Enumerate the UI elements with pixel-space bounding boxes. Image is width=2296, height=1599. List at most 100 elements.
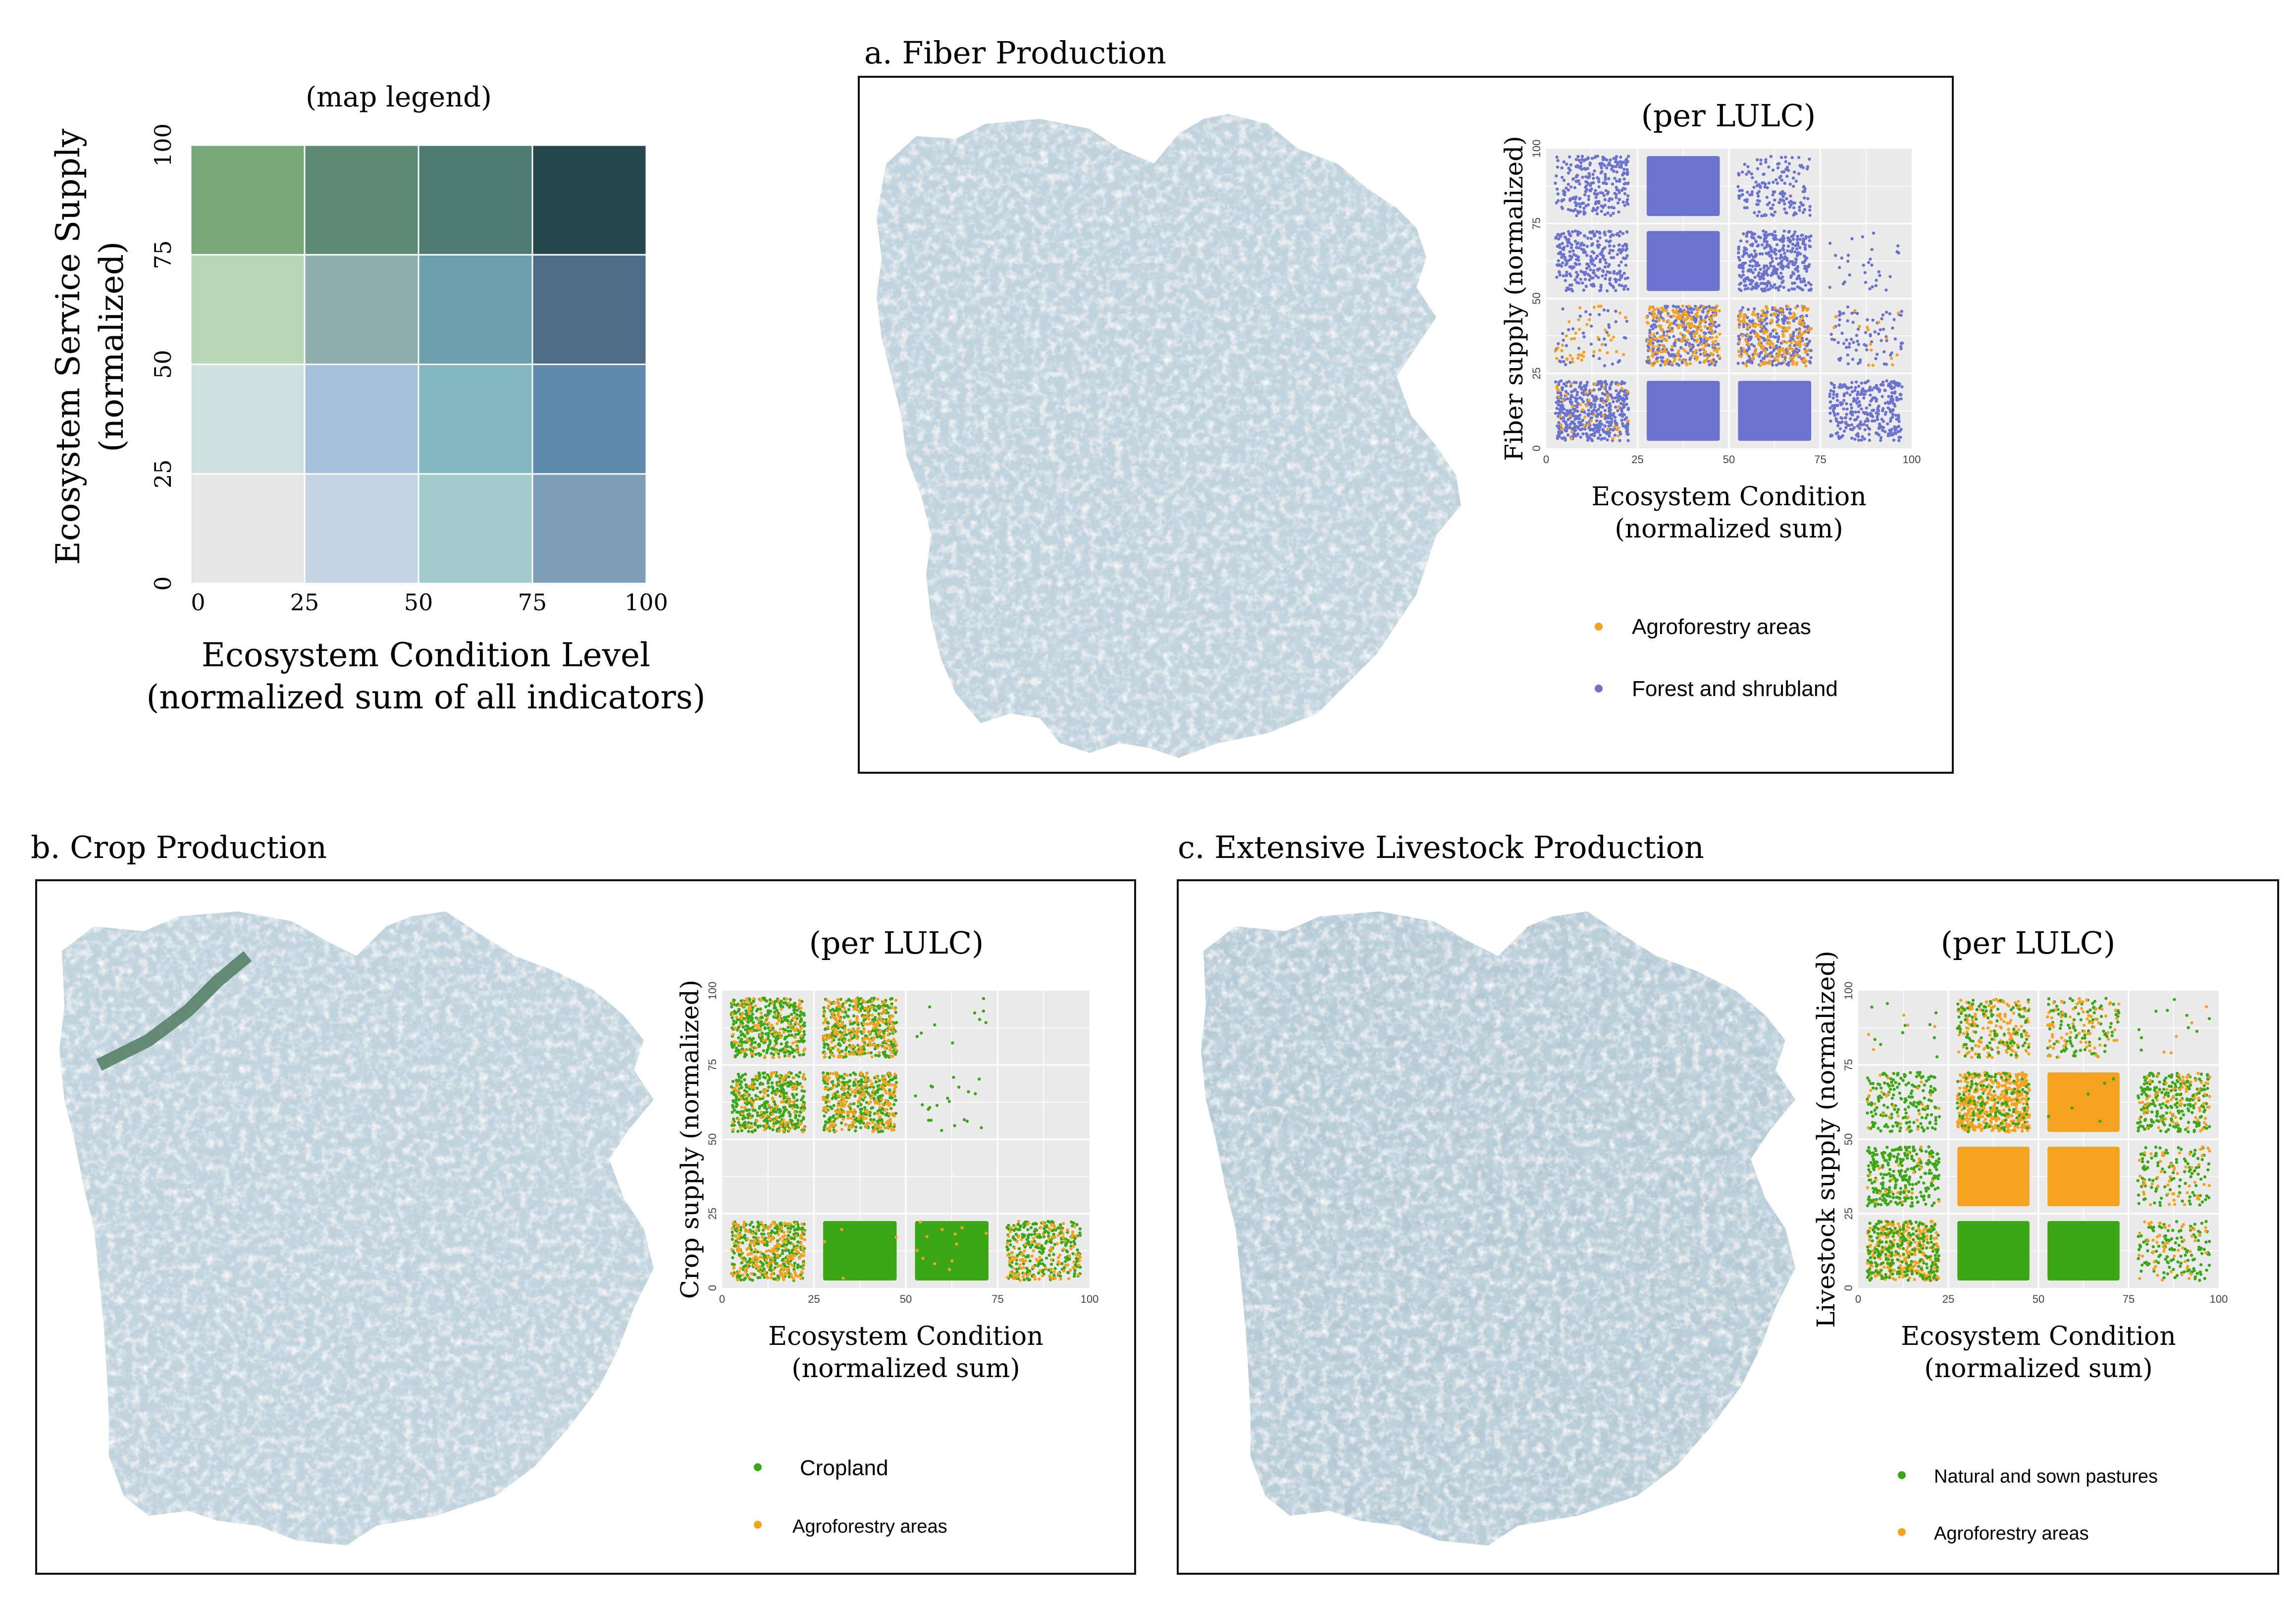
scatter-point — [1766, 186, 1769, 190]
scatter-point — [1568, 265, 1571, 268]
scatter-point — [1574, 179, 1578, 183]
scatter-point — [1589, 419, 1593, 423]
scatter-point — [1718, 332, 1722, 336]
scatter-point — [739, 1033, 743, 1037]
scatter-point — [1874, 357, 1878, 361]
scatter-point — [1598, 260, 1602, 264]
scatter-point — [759, 1053, 762, 1057]
scatter-point — [1648, 305, 1652, 309]
scatter-point — [1560, 379, 1563, 383]
scatter-point — [1789, 341, 1793, 345]
scatter-point — [1856, 397, 1859, 400]
scatter-point — [1558, 400, 1561, 404]
scatter-point — [1557, 342, 1560, 345]
scatter-point — [1828, 392, 1832, 396]
scatter-point — [788, 1100, 792, 1103]
scatter-point — [1800, 333, 1803, 336]
scatter-point — [1558, 270, 1561, 274]
scatter-point — [776, 1105, 779, 1108]
scatter-point — [777, 1082, 781, 1086]
scatter-point — [1601, 162, 1605, 166]
scatter-point — [1677, 312, 1680, 316]
scatter-point — [1667, 314, 1670, 317]
scatter-point — [1612, 335, 1616, 339]
scatter-point — [771, 1128, 775, 1131]
scatter-point — [1863, 271, 1867, 274]
scatter-point — [1745, 352, 1749, 356]
scatter-point — [1795, 328, 1798, 331]
scatter-point — [1622, 285, 1626, 288]
scatter-point — [1836, 424, 1840, 427]
scatter-point — [1855, 333, 1859, 337]
scatter-point — [1617, 189, 1620, 192]
scatter-point — [1805, 329, 1809, 332]
scatter-point — [791, 1125, 795, 1129]
scatter-point — [1797, 156, 1801, 160]
scatter-point — [1661, 343, 1665, 347]
scatter-point — [894, 1081, 898, 1084]
scatter-point — [844, 1052, 848, 1056]
scatter-point — [1780, 170, 1784, 174]
scatter-point — [1560, 410, 1564, 414]
scatter-point — [732, 1019, 735, 1023]
scatter-point — [794, 1086, 797, 1089]
scatter-point — [1757, 190, 1761, 193]
scatter-point — [1604, 416, 1608, 419]
scatter-point — [784, 1091, 788, 1095]
scatter-point — [1787, 230, 1791, 233]
scatter-point — [1624, 257, 1628, 260]
scatter-point — [1859, 420, 1863, 424]
scatter-point — [760, 1016, 764, 1019]
scatter-point — [802, 1030, 806, 1033]
scatter-point — [1750, 343, 1754, 346]
scatter-point — [1762, 266, 1766, 269]
scatter-point — [855, 997, 858, 1001]
scatter-point — [764, 1013, 767, 1017]
scatter-point — [1888, 275, 1892, 278]
scatter-point — [1565, 426, 1568, 429]
scatter-point — [1846, 319, 1849, 322]
scatter-point — [1651, 311, 1655, 314]
scatter-point — [753, 1128, 757, 1132]
scatter-point — [1694, 325, 1698, 328]
scatter-point — [1851, 428, 1854, 431]
scatter-point — [1685, 313, 1689, 317]
scatter-point — [1771, 260, 1774, 263]
scatter-point — [1767, 266, 1770, 270]
scatter-point — [1625, 320, 1628, 323]
panel-a-legend: Agroforestry areas Forest and shrubland — [1595, 615, 1838, 701]
scatter-point — [1850, 423, 1854, 426]
scatter-points — [1554, 155, 1904, 442]
scatter-point — [832, 1002, 836, 1005]
scatter-point — [1765, 196, 1769, 199]
scatter-point — [890, 1051, 894, 1054]
scatter-point — [764, 1005, 768, 1009]
scatter-point — [1845, 346, 1848, 349]
scatter-point — [835, 1090, 839, 1094]
scatter-point — [787, 1128, 791, 1131]
scatter-point — [1780, 308, 1783, 312]
scatter-point — [766, 1094, 770, 1097]
scatter-point — [1789, 194, 1792, 198]
scatter-point — [802, 1049, 806, 1053]
scatter-point — [1560, 436, 1564, 440]
scatter-point — [763, 1020, 767, 1023]
scatter-point — [822, 1006, 826, 1010]
scatter-point — [1665, 339, 1669, 342]
scatter-point — [1756, 167, 1760, 170]
scatter-point — [1750, 172, 1753, 176]
scatter-point — [1593, 403, 1597, 406]
scatter-point — [1603, 231, 1606, 235]
panel-a-title: a. Fiber Production — [864, 35, 1166, 71]
scatter-point — [1885, 379, 1888, 383]
scatter-point — [1881, 407, 1885, 410]
scatter-point — [1802, 185, 1806, 189]
scatter-point — [1891, 363, 1894, 367]
scatter-point — [770, 1081, 774, 1085]
scatter-point — [793, 1111, 797, 1115]
scatter-point — [1840, 420, 1844, 424]
scatter-point — [766, 1081, 770, 1085]
scatter-point — [1876, 353, 1879, 356]
scatter-point — [1569, 382, 1573, 385]
scatter-point — [1562, 338, 1565, 342]
